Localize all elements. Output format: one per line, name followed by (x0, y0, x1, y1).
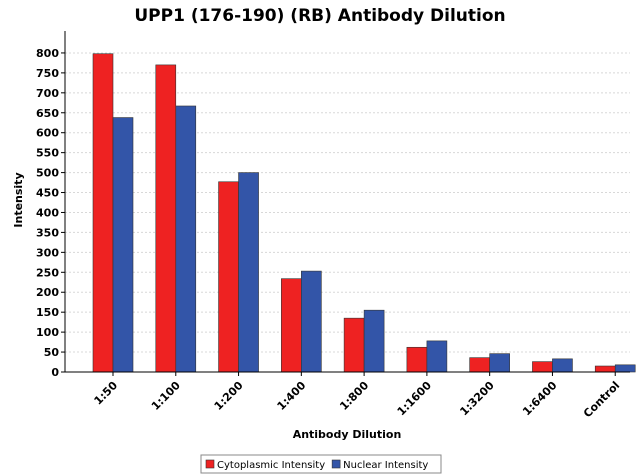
bar-cytoplasmic-intensity (343, 317, 365, 373)
bar-cytoplasmic-intensity (218, 181, 239, 373)
y-axis-title: Intensity (12, 172, 25, 227)
x-tick-label: 1:50 (92, 379, 121, 408)
y-tick-label: 200 (36, 286, 59, 299)
bar-cytoplasmic-intensity (92, 53, 114, 373)
bar-cytoplasmic-intensity (532, 361, 553, 373)
y-tick-label: 50 (44, 346, 60, 359)
x-tick-label: 1:3200 (457, 379, 497, 419)
legend-swatch (331, 459, 341, 469)
y-tick-label: 800 (36, 47, 59, 60)
y-tick-label: 400 (36, 206, 59, 219)
y-tick-label: 250 (36, 266, 59, 279)
y-tick-label: 500 (36, 167, 59, 180)
x-tick-label: 1:1600 (395, 379, 435, 419)
x-axis-ticks: 1:50 1:100 1:200 1:400 1:800 1:1600 1:3200 1:64… (92, 372, 622, 420)
bar-cytoplasmic-intensity (155, 64, 177, 373)
y-tick-label: 700 (36, 87, 59, 100)
bar-nuclear-intensity (363, 309, 385, 373)
bar-nuclear-intensity (175, 105, 197, 373)
legend-swatch (205, 459, 215, 469)
y-tick-label: 650 (36, 107, 59, 120)
y-axis-ticks: 0 50 100 150 200 250 300 350 400 450 500 550 600 650 7… (36, 47, 65, 379)
y-tick-label: 150 (36, 306, 59, 319)
y-tick-label: 100 (36, 326, 59, 339)
x-tick-label: 1:800 (337, 379, 371, 413)
x-tick-label: 1:6400 (520, 379, 560, 419)
bar-nuclear-intensity (552, 358, 573, 373)
bar-cytoplasmic-intensity (406, 346, 428, 373)
x-tick-label: 1:100 (149, 379, 183, 413)
bars (92, 53, 636, 373)
bar-nuclear-intensity (112, 117, 134, 373)
bar-nuclear-intensity (426, 340, 448, 373)
y-tick-label: 450 (36, 187, 59, 200)
bar-cytoplasmic-intensity (594, 365, 616, 373)
y-tick-label: 300 (36, 246, 59, 259)
y-tick-label: 350 (36, 226, 59, 239)
chart-title: UPP1 (176-190) (RB) Antibody Dilution (134, 6, 505, 26)
x-tick-label: 1:200 (212, 379, 246, 413)
legend-box (200, 454, 442, 474)
legend: Cytoplasmic Intensity Nuclear Intensity (200, 454, 442, 474)
y-tick-label: 0 (51, 366, 59, 379)
x-tick-label: Control (581, 379, 622, 420)
x-axis-title: Antibody Dilution (293, 428, 402, 441)
bar-nuclear-intensity (614, 364, 636, 373)
bar-nuclear-intensity (301, 270, 322, 373)
bar-nuclear-intensity (489, 353, 510, 373)
y-tick-label: 750 (36, 67, 59, 80)
bar-cytoplasmic-intensity (281, 278, 302, 373)
x-tick-label: 1:400 (275, 379, 309, 413)
legend-label: Nuclear Intensity (343, 460, 428, 471)
y-tick-label: 600 (36, 127, 59, 140)
y-tick-label: 550 (36, 147, 59, 160)
bar-cytoplasmic-intensity (469, 357, 490, 373)
bar-nuclear-intensity (238, 172, 259, 373)
axes (64, 31, 630, 373)
legend-label: Cytoplasmic Intensity (217, 460, 325, 471)
grid-lines (65, 52, 630, 353)
